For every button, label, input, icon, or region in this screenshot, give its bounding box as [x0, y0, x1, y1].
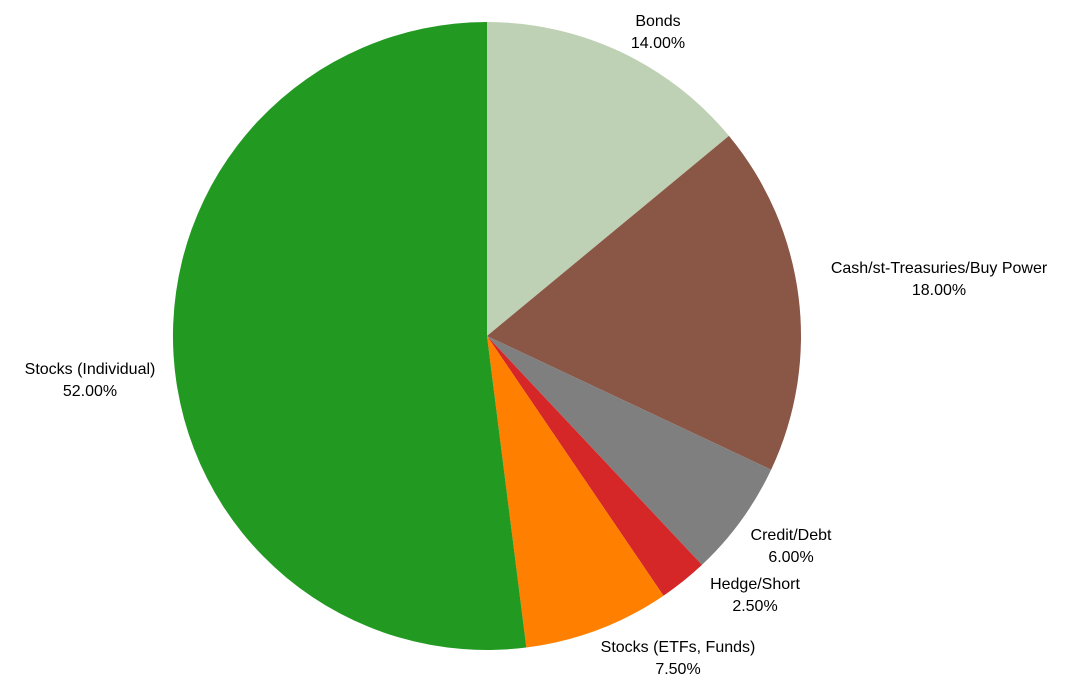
slice-value-label: 7.50% — [655, 661, 700, 678]
slice-name-label: Stocks (ETFs, Funds) — [601, 639, 756, 656]
slice-label-stocks-individual: Stocks (Individual) 52.00% — [25, 361, 156, 400]
slice-name-label: Cash/st-Treasuries/Buy Power — [831, 260, 1048, 277]
pie-slice-stocks-etfs-funds — [487, 336, 664, 648]
pie-labels: Bonds 14.00% Cash/st-Treasuries/Buy Power 1… — [25, 13, 1048, 678]
slice-name-label: Hedge/Short — [710, 576, 800, 593]
pie-slice-hedge-short — [487, 336, 702, 596]
pie-slice-cash-st-treasuries-buy-power — [487, 135, 802, 470]
pie-slice-credit-debt — [487, 336, 772, 565]
slice-label-bonds: Bonds 14.00% — [631, 13, 685, 52]
slice-label-cash-st-treasuries-buy-power: Cash/st-Treasuries/Buy Power 18.00% — [831, 260, 1048, 299]
slice-name-label: Stocks (Individual) — [25, 361, 156, 378]
slice-value-label: 52.00% — [63, 383, 117, 400]
slice-value-label: 18.00% — [912, 282, 966, 299]
slice-label-stocks-etfs-funds: Stocks (ETFs, Funds) 7.50% — [601, 639, 756, 678]
slice-value-label: 6.00% — [768, 549, 813, 566]
pie-slice-bonds — [487, 22, 729, 336]
slice-name-label: Bonds — [635, 13, 680, 30]
slice-name-label: Credit/Debt — [751, 527, 832, 544]
slice-value-label: 14.00% — [631, 35, 685, 52]
slice-label-credit-debt: Credit/Debt 6.00% — [751, 527, 832, 566]
slice-value-label: 2.50% — [732, 598, 777, 615]
pie-slice-stocks-individual — [172, 21, 527, 650]
slice-label-hedge-short: Hedge/Short 2.50% — [710, 576, 800, 615]
pie-slices — [172, 21, 802, 650]
